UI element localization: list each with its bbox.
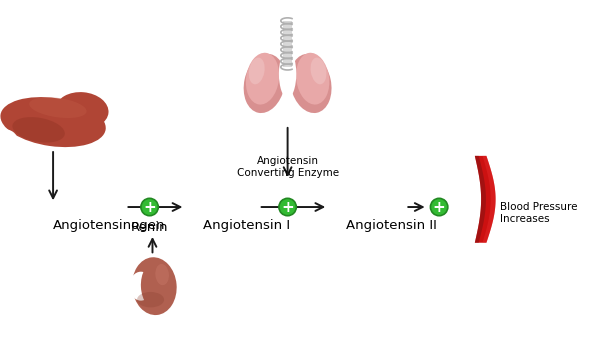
Text: Angiotensin
Converting Enzyme: Angiotensin Converting Enzyme <box>237 156 339 178</box>
Ellipse shape <box>296 53 329 104</box>
Text: Blood Pressure
Increases: Blood Pressure Increases <box>500 202 578 224</box>
Ellipse shape <box>155 264 169 285</box>
Ellipse shape <box>129 272 152 301</box>
Ellipse shape <box>310 58 326 84</box>
Text: Angiotensin I: Angiotensin I <box>203 219 290 231</box>
Bar <box>283 21 293 67</box>
Polygon shape <box>475 156 496 243</box>
Ellipse shape <box>244 54 285 113</box>
Polygon shape <box>483 156 496 243</box>
Circle shape <box>141 198 158 216</box>
Ellipse shape <box>132 257 176 315</box>
Circle shape <box>431 198 448 216</box>
Ellipse shape <box>249 58 265 84</box>
Text: +: + <box>432 199 445 215</box>
Ellipse shape <box>29 97 87 118</box>
Ellipse shape <box>141 261 173 311</box>
Ellipse shape <box>279 50 296 98</box>
Text: +: + <box>281 199 294 215</box>
Text: Angiotensin II: Angiotensin II <box>346 219 437 231</box>
Text: Renin: Renin <box>131 221 168 234</box>
Ellipse shape <box>246 53 279 104</box>
Ellipse shape <box>0 129 17 150</box>
Ellipse shape <box>12 117 65 143</box>
Polygon shape <box>475 156 486 243</box>
Ellipse shape <box>55 92 109 129</box>
Text: +: + <box>143 199 156 215</box>
Ellipse shape <box>137 292 164 307</box>
Ellipse shape <box>290 54 332 113</box>
Text: Angiotensinogen: Angiotensinogen <box>53 219 166 231</box>
Ellipse shape <box>1 97 106 147</box>
Circle shape <box>279 198 296 216</box>
